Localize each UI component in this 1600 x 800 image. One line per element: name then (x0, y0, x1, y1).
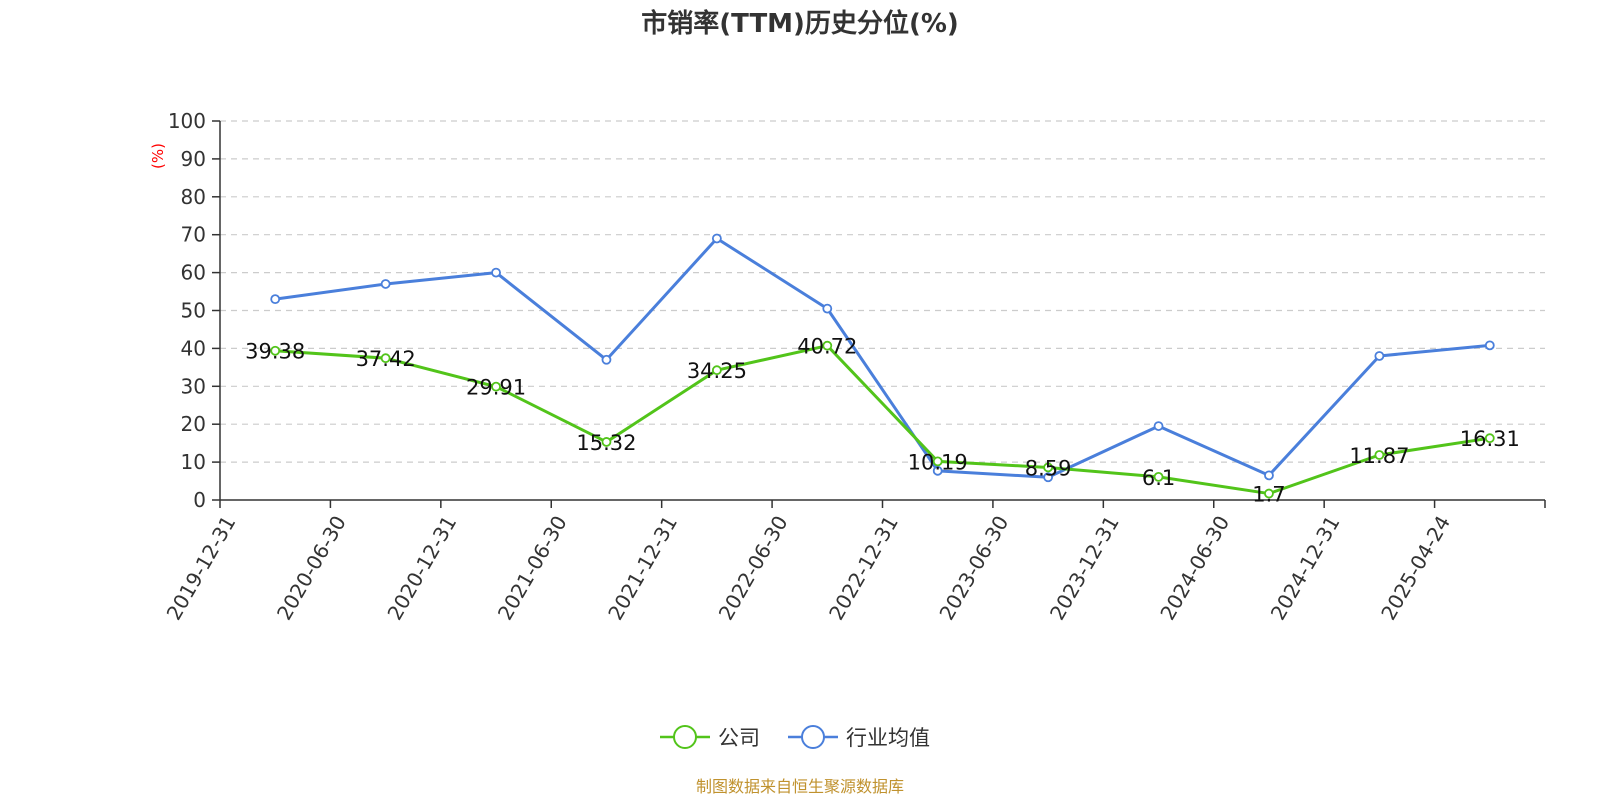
y-tick-label: 50 (181, 299, 206, 323)
data-point-industry-average (1484, 340, 1495, 351)
y-tick-label: 0 (193, 488, 206, 512)
data-point-industry-average (491, 267, 501, 278)
legend-marker-icon (673, 725, 697, 749)
y-tick-label: 70 (181, 223, 206, 247)
data-label: 15.32 (576, 431, 636, 455)
data-point-company (1043, 462, 1054, 473)
x-tick-label: 2020-12-31 (382, 512, 461, 625)
data-point-company (711, 365, 722, 376)
series (270, 233, 1495, 499)
data-label: 11.87 (1349, 444, 1409, 468)
data-point-company (822, 340, 833, 351)
data-point-company (601, 437, 612, 447)
y-tick-label: 30 (181, 374, 206, 398)
data-label: 10.19 (908, 450, 968, 474)
x-tick-label: 2022-06-30 (714, 512, 793, 625)
data-label: 39.38 (245, 340, 305, 364)
data-point-company (270, 345, 281, 356)
data-point-company (491, 381, 501, 392)
y-tick-label: 100 (168, 109, 206, 133)
x-tick-label: 2021-06-30 (493, 512, 572, 625)
x-tick-label: 2021-12-31 (603, 512, 682, 625)
y-tick-label: 40 (181, 336, 206, 360)
data-labels: 39.38 37.42 29.91 15.32 34.25 40.72 10.19 8.59 6… (245, 335, 1520, 507)
x-tick-label: 2022-12-31 (824, 512, 903, 625)
data-point-company (1374, 450, 1385, 460)
data-point-industry-average (1153, 421, 1164, 431)
source-note: 制图数据来自恒生聚源数据库 (696, 777, 904, 796)
data-point-industry-average (1374, 351, 1385, 361)
legend-label: 公司 (718, 726, 760, 750)
data-point-company (1484, 433, 1495, 444)
x-tick-label: 2020-06-30 (272, 512, 351, 625)
data-label: 8.59 (1025, 456, 1072, 480)
data-point-industry-average (601, 354, 612, 365)
data-label: 29.91 (466, 376, 526, 400)
chart-title: 市销率(TTM)历史分位(%) (641, 8, 959, 39)
data-point-industry-average (1043, 472, 1054, 483)
x-tick-label: 2024-12-31 (1266, 512, 1345, 625)
data-label: 40.72 (797, 335, 857, 359)
data-point-company (1153, 471, 1164, 482)
data-label: 16.31 (1460, 427, 1520, 451)
x-tick-label: 2023-12-31 (1045, 512, 1124, 625)
x-tick-label: 2024-06-30 (1155, 512, 1234, 625)
x-tick-label: 2019-12-31 (162, 512, 241, 625)
legend-marker-icon (801, 725, 825, 749)
data-point-company (380, 353, 391, 364)
legend-label: 行业均值 (846, 726, 930, 750)
data-label: 37.42 (356, 347, 416, 371)
y-tick-label: 10 (181, 450, 206, 474)
data-label: 34.25 (687, 359, 747, 383)
y-tick-label: 20 (181, 412, 206, 436)
x-tick-label: 2025-04-24 (1376, 512, 1455, 625)
x-tick-label: 2023-06-30 (934, 512, 1013, 625)
data-point-industry-average (932, 465, 943, 476)
series-line-company (275, 344, 1491, 496)
data-point-industry-average (380, 279, 391, 289)
grid (220, 120, 1545, 463)
data-point-industry-average (822, 303, 833, 314)
legend-item-industry-average: 行业均值 (788, 725, 930, 750)
legend-item-company: 公司 (660, 725, 760, 750)
y-tick-label: 80 (181, 185, 206, 209)
data-label: 1.7 (1252, 483, 1285, 507)
data-point-industry-average (1264, 470, 1274, 481)
data-label: 6.1 (1142, 466, 1175, 490)
series-line-industry-average (275, 236, 1490, 479)
data-point-industry-average (270, 294, 281, 305)
y-axis-unit-label: (%) (149, 143, 167, 169)
legend: 公司 行业均值 (660, 725, 930, 750)
data-point-company (932, 456, 943, 467)
data-point-industry-average (711, 233, 722, 244)
data-point-company (1264, 488, 1274, 499)
y-tick-label: 60 (181, 261, 206, 285)
y-tick-label: 90 (181, 147, 206, 171)
